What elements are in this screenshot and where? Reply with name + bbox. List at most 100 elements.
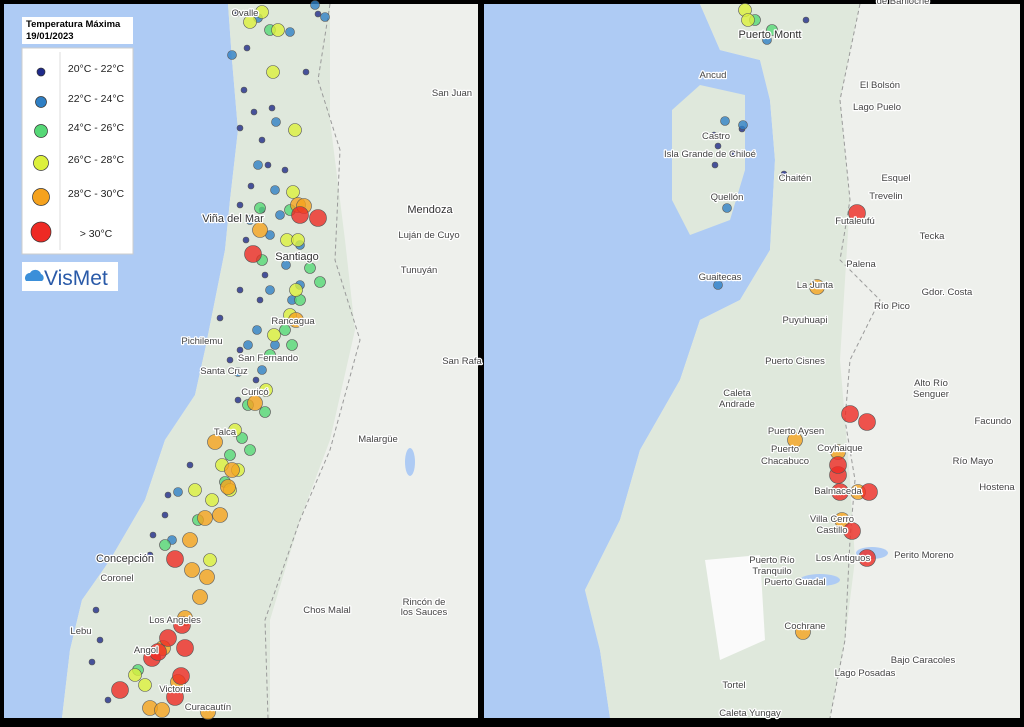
station-marker [220,479,236,495]
station-marker [186,461,194,469]
station-marker [291,206,309,224]
place-label: Hostena [979,482,1015,493]
place-label: Puyuhuapi [783,315,828,326]
place-label: Puerto Montt [739,29,802,41]
place-label: Bajo Caracoles [891,655,956,666]
station-marker [257,365,267,375]
station-marker [302,68,310,76]
place-label: Puerto Guadal [764,577,825,588]
place-label: Balmaceda [814,486,862,497]
place-label: Mendoza [407,204,453,216]
place-label: Angol [134,645,158,656]
station-marker [154,702,170,718]
station-marker [173,487,183,497]
place-label: Santiago [275,251,318,263]
place-label: Tecka [920,231,946,242]
legend-symbol [30,221,52,243]
station-marker [203,553,217,567]
station-marker [240,86,248,94]
station-marker [173,616,191,634]
station-marker [795,624,811,640]
place-label: Caleta [723,388,751,399]
legend-entry: 22°C - 24°C [68,93,125,105]
station-marker [252,376,260,384]
legend-symbol [32,188,50,206]
station-marker [227,50,237,60]
place-label: Chaitén [779,173,812,184]
place-label: Caleta Yungay [719,708,781,719]
station-marker [766,24,778,36]
legend-symbol [33,155,49,171]
place-label: Tranquilo [752,566,791,577]
station-marker [281,260,291,270]
station-marker [714,142,722,150]
station-marker [304,262,316,274]
station-marker [309,209,327,227]
station-marker [265,285,275,295]
station-marker [762,35,772,45]
station-marker [111,681,129,699]
place-label: Ovalle [232,8,259,19]
place-label: Puerto Cisnes [765,356,825,367]
station-marker [711,161,719,169]
station-marker [858,413,876,431]
station-marker [289,283,303,297]
logo-icon [25,269,44,281]
station-marker [188,483,202,497]
place-label: Chacabuco [761,456,809,467]
station-marker [159,539,171,551]
place-label: Curicó [241,387,268,398]
station-marker [253,160,263,170]
place-label: Guaitecas [699,272,742,283]
place-label: Alto Río [914,378,948,389]
station-marker [288,123,302,137]
place-label: Los Antiguos [816,553,871,564]
place-label: Chos Malal [303,605,351,616]
legend-entry: 28°C - 30°C [68,188,125,200]
place-label: Perito Moreno [894,550,954,561]
station-marker [192,589,208,605]
place-label: Castro [702,131,730,142]
station-marker [266,65,280,79]
place-label: de Bariloche [877,0,930,7]
station-marker [236,201,244,209]
place-label: Tortel [722,680,745,691]
station-marker [224,462,240,478]
station-marker [291,233,305,247]
legend-items: 20°C - 22°C 22°C - 24°C 24°C - 26°C 26°C… [30,63,125,243]
place-label: Rancagua [271,316,315,327]
place-label: Senguer [913,389,949,400]
place-label: San Juan [432,88,472,99]
station-marker [236,346,244,354]
station-marker [314,276,326,288]
station-marker [205,493,219,507]
station-marker [224,449,236,461]
station-marker [104,696,112,704]
station-marker [802,16,810,24]
place-label: Lebu [70,626,91,637]
station-marker [271,23,285,37]
legend-symbol [35,96,47,108]
station-marker [161,511,169,519]
place-label: Pichilemu [181,336,222,347]
place-label: Puerto Río [749,555,794,566]
place-label: Villa Cerro [810,514,854,525]
station-marker [741,13,755,27]
place-label: Luján de Cuyo [398,230,459,241]
station-marker [176,639,194,657]
place-label: Rincón de [403,597,446,608]
station-marker [858,549,876,567]
station-marker [780,170,788,178]
station-marker [247,395,263,411]
station-marker [314,10,322,18]
station-marker [264,161,272,169]
station-marker [860,483,878,501]
right-map [484,4,1020,718]
place-label: Tunuyán [401,265,438,276]
place-label: Río Mayo [953,456,994,467]
station-marker [88,658,96,666]
station-marker [172,667,190,685]
station-marker [247,182,255,190]
station-marker [236,286,244,294]
